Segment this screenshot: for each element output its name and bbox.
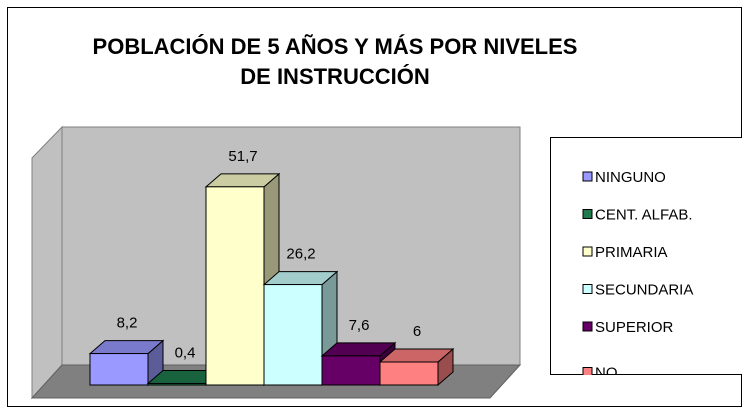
legend-swatch [582, 284, 593, 294]
bar [263, 284, 323, 386]
side-wall [31, 125, 63, 400]
bar [379, 361, 439, 386]
legend-label: SUPERIOR [595, 319, 674, 336]
bar [147, 382, 207, 386]
value-label: 6 [413, 323, 421, 340]
legend-swatch [582, 209, 593, 219]
value-label: 8,2 [117, 315, 138, 332]
bar [89, 353, 149, 386]
legend-label: SECUNDARIA [595, 282, 693, 299]
bar [321, 355, 381, 386]
legend-label: NINGUNO [595, 169, 666, 186]
value-label: 7,6 [349, 317, 370, 334]
legend-label: NO [595, 365, 618, 382]
legend-label: PRIMARIA [595, 244, 668, 261]
legend-swatch [582, 171, 593, 182]
value-label: 51,7 [228, 148, 257, 165]
legend: NINGUNO CENT. ALFAB. PRIMARIA SECUNDARIA SUP… [550, 137, 742, 382]
legend-box [550, 137, 742, 375]
value-label: 26,2 [286, 246, 315, 263]
legend-label: CENT. ALFAB. [595, 207, 693, 224]
legend-swatch [582, 246, 593, 257]
legend-swatch [582, 367, 593, 375]
chart-title: POBLACIÓN DE 5 AÑOS Y MÁS POR NIVELES DE… [92, 34, 578, 89]
value-label: 0,4 [175, 344, 196, 361]
legend-swatch [582, 321, 593, 332]
bar [205, 186, 265, 386]
